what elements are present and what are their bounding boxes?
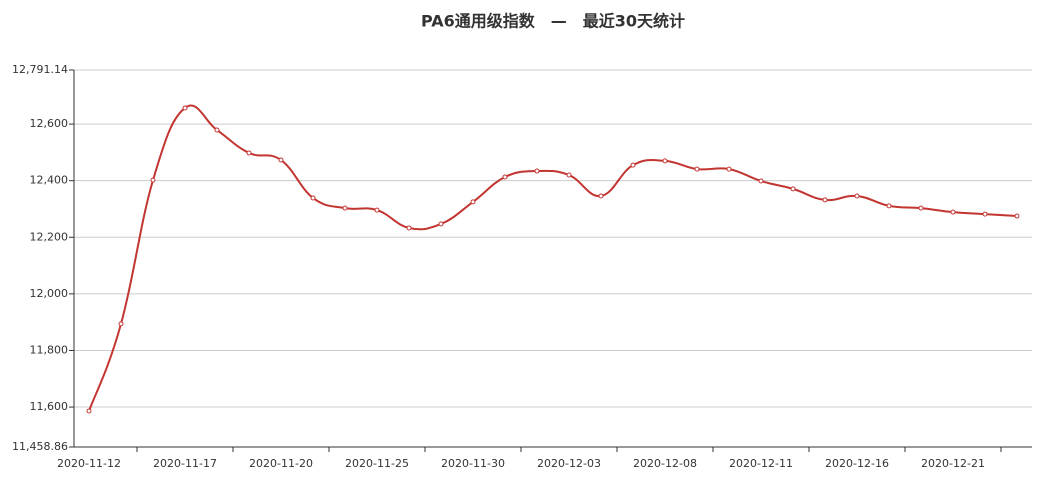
x-tick-label: 2020-11-17 [153,457,217,470]
point [150,177,156,183]
point [630,162,636,168]
point [694,166,700,172]
x-tick-label: 2020-12-21 [921,457,985,470]
point [726,166,732,172]
x-tick-label: 2020-12-11 [729,457,793,470]
x-tick-label: 2020-12-08 [633,457,697,470]
point [342,205,348,211]
point [950,209,956,215]
point [982,211,988,217]
y-tick-label: 12,400 [30,174,69,187]
point [374,207,380,213]
point [918,205,924,211]
point [1014,213,1020,219]
y-tick-label: 12,791.14 [12,63,68,76]
y-tick-label: 11,458.86 [12,440,68,453]
point [118,321,124,327]
x-tick-label: 2020-11-30 [441,457,505,470]
point [246,150,252,156]
point [502,174,508,180]
point [214,127,220,133]
x-tick-label: 2020-12-16 [825,457,889,470]
y-tick-label: 12,200 [30,230,69,243]
point [598,193,604,199]
point [182,105,188,111]
point [758,178,764,184]
y-tick-label: 11,600 [30,400,69,413]
point [534,168,540,174]
x-tick-label: 2020-11-12 [57,457,121,470]
point [854,193,860,199]
chart-title: PA6通用级指数 — 最近30天统计 [421,12,685,31]
point [822,197,828,203]
point [886,203,892,209]
y-tick-label: 12,000 [30,287,69,300]
point [566,172,572,178]
point [310,195,316,201]
y-tick-label: 12,600 [30,117,69,130]
x-tick-label: 2020-12-03 [537,457,601,470]
y-tick-label: 11,800 [30,343,69,356]
line [88,104,1018,412]
x-tick-label: 2020-11-20 [249,457,313,470]
point [790,186,796,192]
point [438,221,444,227]
x-tick-label: 2020-11-25 [345,457,409,470]
point [470,199,476,205]
point [662,158,668,164]
point [278,157,284,163]
point [406,225,412,231]
point [86,408,92,414]
